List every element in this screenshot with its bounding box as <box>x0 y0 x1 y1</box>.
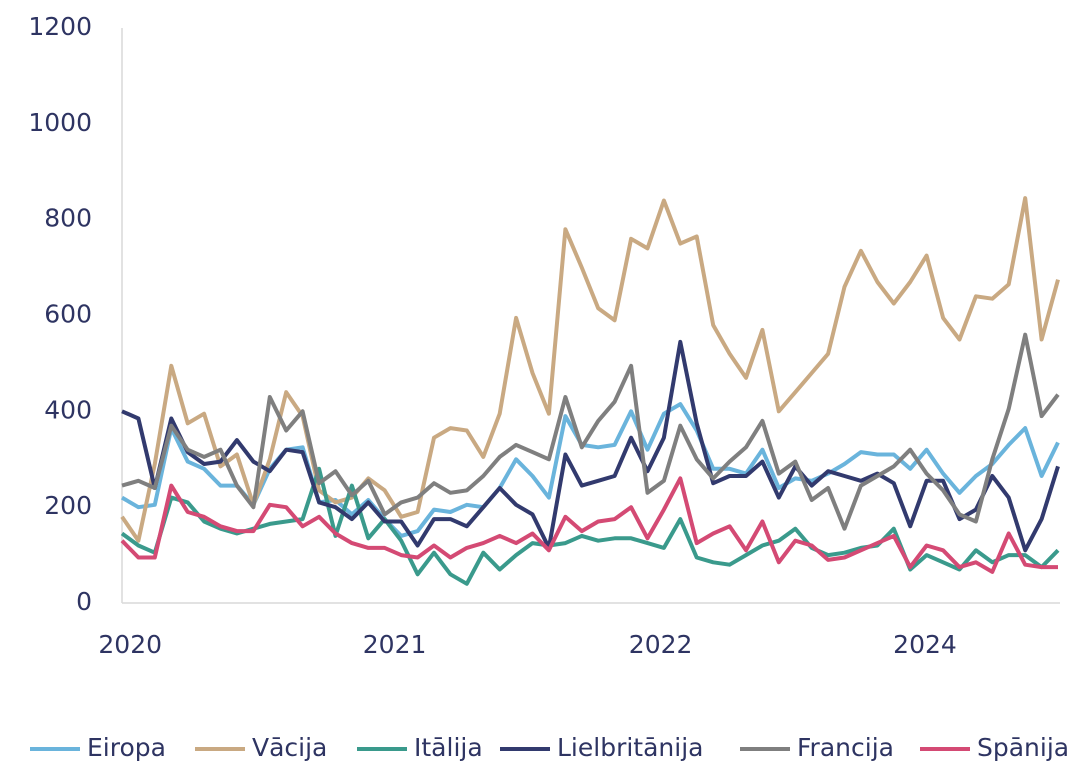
legend-label: Eiropa <box>87 733 166 762</box>
legend-label: Francija <box>797 733 894 762</box>
series-line <box>120 476 1058 574</box>
legend-label: Lielbritānija <box>557 733 703 762</box>
x-tick-label: 2020 <box>98 630 162 659</box>
x-tick-label: 2024 <box>893 630 957 659</box>
y-tick-label: 600 <box>44 300 92 329</box>
y-tick-label: 1200 <box>28 12 92 41</box>
series-line <box>120 196 1060 543</box>
y-tick-label: 200 <box>44 491 92 520</box>
x-tick-label: 2022 <box>629 630 693 659</box>
x-tick-label: 2021 <box>363 630 427 659</box>
y-tick-label: 800 <box>44 204 92 233</box>
y-tick-label: 0 <box>76 587 92 616</box>
series-line <box>121 339 1060 553</box>
y-tick-label: 1000 <box>28 108 92 137</box>
legend-label: Vācija <box>252 733 327 762</box>
series-line <box>121 332 1060 531</box>
legend-label: Spānija <box>977 733 1069 762</box>
y-tick-label: 400 <box>44 395 92 424</box>
legend-label: Itālija <box>414 733 483 762</box>
